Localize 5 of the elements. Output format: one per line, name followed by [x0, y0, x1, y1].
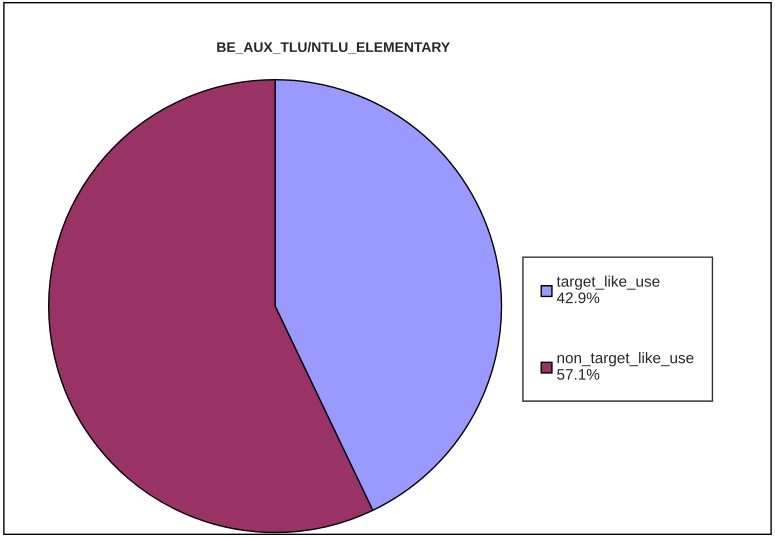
legend-label: non_target_like_use [558, 352, 694, 366]
data-label: 42.9% [556, 292, 600, 304]
data-label: 57.1% [557, 369, 600, 380]
legend-label: target_like_use [556, 276, 660, 290]
chart-title: BE_AUX_TLU/NTLU_ELEMENTARY [217, 42, 450, 54]
